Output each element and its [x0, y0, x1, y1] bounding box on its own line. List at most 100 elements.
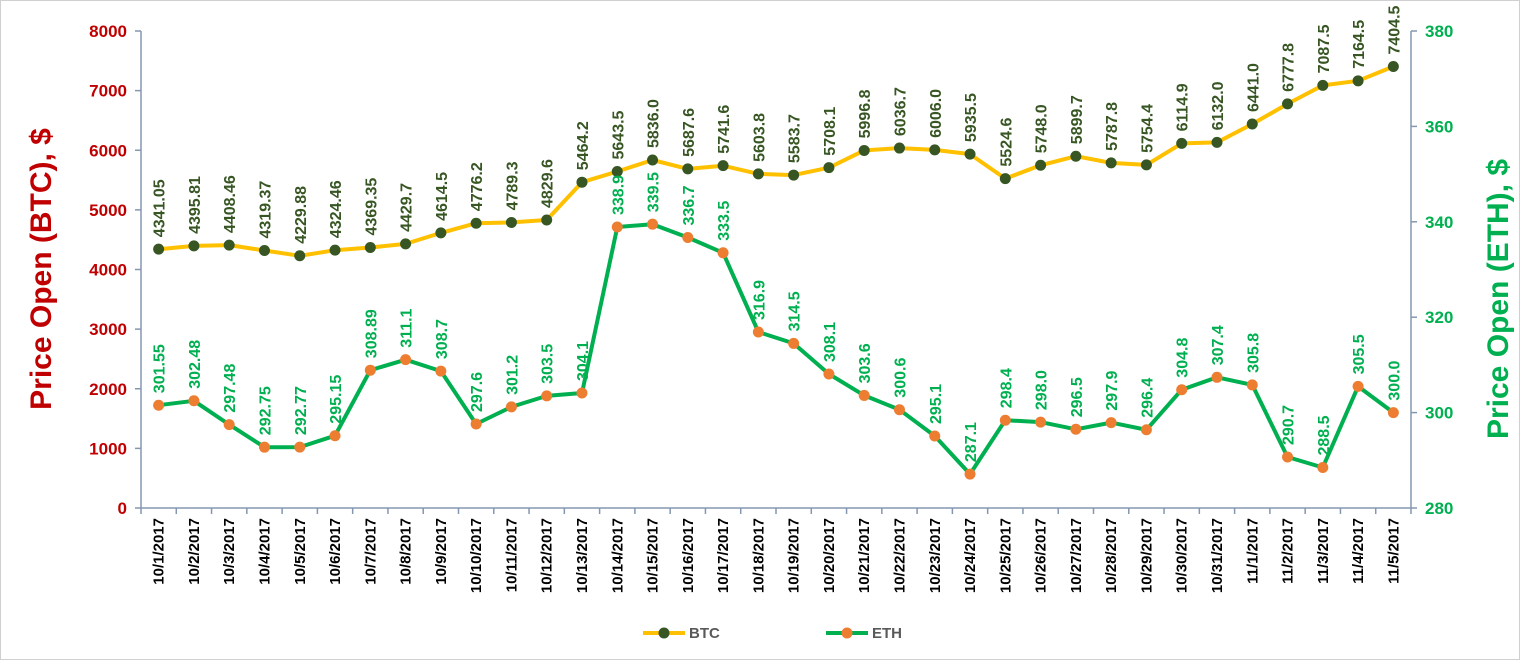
btc-data-point	[364, 241, 376, 253]
eth-data-label: 296.5	[1069, 377, 1086, 417]
eth-data-point	[717, 247, 729, 259]
btc-data-label: 7404.5	[1386, 5, 1403, 54]
x-tick-label: 10/24/2017	[962, 518, 979, 593]
eth-data-point	[541, 390, 553, 402]
eth-data-point	[999, 414, 1011, 426]
x-tick-label: 11/5/2017	[1385, 518, 1402, 584]
btc-data-label: 7087.5	[1316, 24, 1333, 73]
x-tick-label: 10/2/2017	[186, 518, 203, 585]
right-tick-label: 280	[1425, 499, 1453, 518]
eth-data-point	[505, 401, 517, 413]
eth-data-label: 298.0	[1034, 370, 1051, 410]
btc-data-point	[1282, 98, 1294, 110]
right-tick-label: 360	[1425, 117, 1453, 136]
btc-data-label: 6777.8	[1281, 43, 1298, 92]
btc-data-point	[611, 166, 623, 178]
x-tick-label: 11/3/2017	[1315, 518, 1332, 584]
eth-data-point	[752, 326, 764, 338]
btc-data-label: 6441.0	[1245, 63, 1262, 112]
btc-data-point	[1176, 137, 1188, 149]
x-tick-label: 11/4/2017	[1350, 518, 1367, 584]
eth-data-point	[1246, 379, 1258, 391]
eth-data-point	[435, 365, 447, 377]
eth-data-point	[964, 468, 976, 480]
eth-data-label: 305.5	[1351, 334, 1368, 374]
right-axis-title: Price Open (ETH), $	[1482, 159, 1515, 439]
eth-data-label: 303.6	[857, 343, 874, 383]
x-tick-label: 10/31/2017	[1209, 518, 1226, 593]
btc-data-label: 5899.7	[1069, 95, 1086, 144]
btc-data-point	[647, 154, 659, 166]
btc-data-point	[188, 240, 200, 252]
eth-data-point	[1317, 461, 1329, 473]
eth-data-label: 303.5	[540, 344, 557, 384]
eth-data-point	[1105, 417, 1117, 429]
btc-data-point	[435, 227, 447, 239]
eth-data-point	[858, 389, 870, 401]
x-tick-label: 10/21/2017	[856, 518, 873, 593]
btc-data-label: 4324.46	[328, 180, 345, 238]
legend-eth-label: ETH	[872, 625, 902, 642]
eth-data-label: 287.1	[963, 422, 980, 462]
btc-data-point	[823, 162, 835, 174]
eth-data-point	[682, 232, 694, 244]
eth-data-point	[188, 395, 200, 407]
x-tick-label: 10/25/2017	[997, 518, 1014, 593]
right-tick-label: 300	[1425, 404, 1453, 423]
btc-data-label: 4319.37	[258, 181, 275, 239]
eth-data-label: 301.2	[504, 355, 521, 395]
btc-data-point	[1211, 136, 1223, 148]
btc-data-label: 5996.8	[857, 89, 874, 138]
eth-data-label: 311.1	[399, 308, 416, 347]
x-tick-label: 10/11/2017	[503, 518, 520, 592]
btc-data-point	[1070, 150, 1082, 162]
x-tick-label: 10/15/2017	[645, 518, 662, 593]
eth-data-label: 339.5	[646, 172, 663, 212]
eth-data-label: 308.89	[363, 309, 380, 358]
eth-data-label: 316.9	[751, 280, 768, 320]
btc-data-point	[400, 238, 412, 250]
left-tick-label: 4000	[89, 261, 127, 280]
eth-data-label: 296.4	[1139, 378, 1156, 418]
eth-data-point	[1282, 451, 1294, 463]
x-tick-label: 10/27/2017	[1068, 518, 1085, 593]
series-lines	[158, 64, 1395, 477]
btc-data-point	[470, 217, 482, 229]
btc-data-point	[541, 214, 553, 226]
eth-data-point	[153, 399, 165, 411]
right-tick-labels: 280 300 320 340 360 380	[1411, 22, 1453, 518]
left-tick-label: 5000	[89, 201, 127, 220]
x-tick-label: 10/10/2017	[468, 518, 485, 593]
left-tick-label: 6000	[89, 141, 127, 160]
btc-data-label: 5524.6	[998, 118, 1015, 167]
btc-data-label: 5748.0	[1034, 104, 1051, 153]
x-tick-label: 10/1/2017	[151, 518, 168, 585]
x-tick-label: 10/5/2017	[292, 518, 309, 585]
eth-data-label: 297.48	[222, 364, 239, 413]
btc-data-label: 4789.3	[504, 161, 521, 210]
eth-data-label: 300.6	[893, 358, 910, 398]
left-tick-label: 8000	[89, 22, 127, 41]
eth-data-point	[929, 430, 941, 442]
eth-data-label: 336.7	[681, 185, 698, 225]
btc-data-point	[964, 148, 976, 160]
x-tick-labels: 10/1/2017 10/2/2017 10/3/2017 10/4/2017 10/5…	[140, 508, 1412, 593]
x-tick-label: 10/14/2017	[609, 518, 626, 593]
btc-data-label: 5741.6	[716, 105, 733, 154]
btc-data-label: 4341.05	[152, 179, 169, 237]
eth-data-label: 308.7	[434, 319, 451, 359]
eth-data-point	[611, 221, 623, 233]
x-tick-label: 10/17/2017	[715, 518, 732, 593]
eth-data-point	[647, 218, 659, 230]
eth-data-label: 300.0	[1386, 360, 1403, 400]
btc-data-point	[258, 244, 270, 256]
btc-data-label: 4829.6	[540, 159, 557, 208]
btc-data-label: 5687.6	[681, 108, 698, 157]
eth-data-label: 301.55	[152, 344, 169, 393]
left-axis-title: Price Open (BTC), $	[25, 128, 58, 410]
x-tick-label: 10/20/2017	[821, 518, 838, 593]
eth-data-label: 302.48	[187, 340, 204, 389]
eth-data-label: 290.7	[1281, 405, 1298, 445]
eth-data-label: 305.8	[1245, 333, 1262, 373]
